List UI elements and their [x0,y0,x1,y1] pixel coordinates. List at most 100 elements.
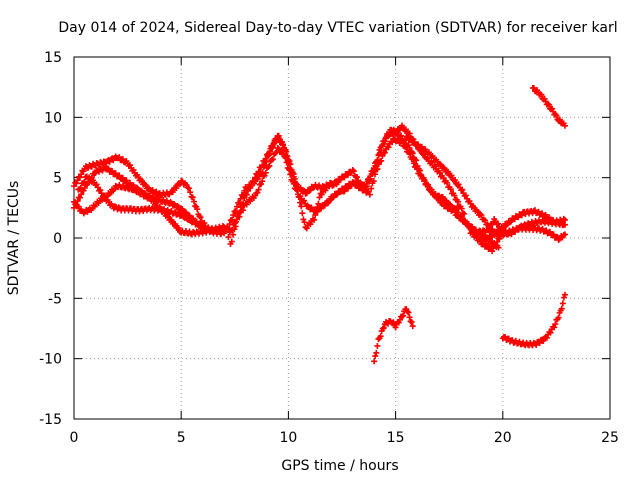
data-point [116,154,123,161]
data-point [378,157,385,164]
data-point [444,179,451,186]
series-sat-n [467,224,568,255]
data-point [408,319,415,326]
data-point [396,316,403,323]
data-point [374,157,381,164]
data-point [197,214,204,221]
data-point [495,220,502,227]
data-point [549,105,556,112]
data-point [561,231,568,238]
data-point [240,192,247,199]
data-point [518,212,525,219]
data-point [447,201,454,208]
data-point [490,245,497,252]
data-point [406,144,413,151]
data-point [386,129,393,136]
data-point [173,185,180,192]
data-point [372,160,379,167]
data-point [372,353,379,360]
data-point [290,171,297,178]
data-point [410,160,417,167]
data-point [385,133,392,140]
data-marks [71,84,568,365]
y-tick-label: -5 [48,291,62,307]
data-point [269,142,276,149]
data-point [406,314,413,321]
data-point [380,324,387,331]
data-point [81,178,88,185]
data-point [314,204,321,211]
data-point [78,191,85,198]
data-point [546,228,553,235]
data-point [287,161,294,168]
data-point [169,189,176,196]
data-point [75,203,82,210]
series-sat-c [71,182,228,238]
data-point [112,170,119,177]
data-point [413,157,420,164]
data-point [293,182,300,189]
data-point [255,186,262,193]
y-tick-label: 5 [53,171,62,187]
data-point [265,152,272,159]
y-tick-label: 15 [44,50,62,66]
data-point [189,194,196,201]
data-point [366,191,373,198]
x-tick-label: 10 [279,430,297,446]
data-point [374,166,381,173]
data-point [398,132,405,139]
x-tick-label: 5 [177,430,186,446]
x-tick-label: 25 [601,430,619,446]
data-point [301,219,308,226]
data-point [377,333,384,340]
data-point [263,158,270,165]
data-point [399,122,406,129]
data-point [374,342,381,349]
data-point [175,224,182,231]
data-point [368,185,375,192]
data-point [556,116,563,123]
data-point [404,133,411,140]
data-point [280,141,287,148]
data-point [399,313,406,320]
series-sat-p [371,306,416,365]
data-point [372,171,379,178]
data-point [461,210,468,217]
data-point [236,199,243,206]
data-point [561,216,568,223]
data-point [258,181,265,188]
data-point [469,223,476,230]
data-point [405,142,412,149]
data-point [424,182,431,189]
data-point [402,126,409,133]
data-point [269,156,276,163]
data-point [544,100,551,107]
data-point [551,324,558,331]
data-point [312,212,319,219]
data-point [267,148,274,155]
data-point [194,206,201,213]
data-point [552,321,559,328]
data-point [451,192,458,199]
data-point [450,205,457,212]
data-point [370,178,377,185]
series-sat-o [529,84,568,129]
data-point [77,184,84,191]
data-point [538,91,545,98]
data-point [240,207,247,214]
data-point [191,198,198,205]
data-point [232,207,239,214]
data-point [367,173,374,180]
data-point [237,195,244,202]
y-axis-ticks: -15 -10 -5 0 5 10 15 [39,50,610,428]
data-point [236,213,243,220]
data-point [392,324,399,331]
data-point [409,150,416,157]
data-point [408,136,415,143]
data-point [436,160,443,167]
data-point [187,189,194,196]
data-point [417,167,424,174]
data-point [354,174,361,181]
data-point [78,171,85,178]
data-point [225,225,232,232]
